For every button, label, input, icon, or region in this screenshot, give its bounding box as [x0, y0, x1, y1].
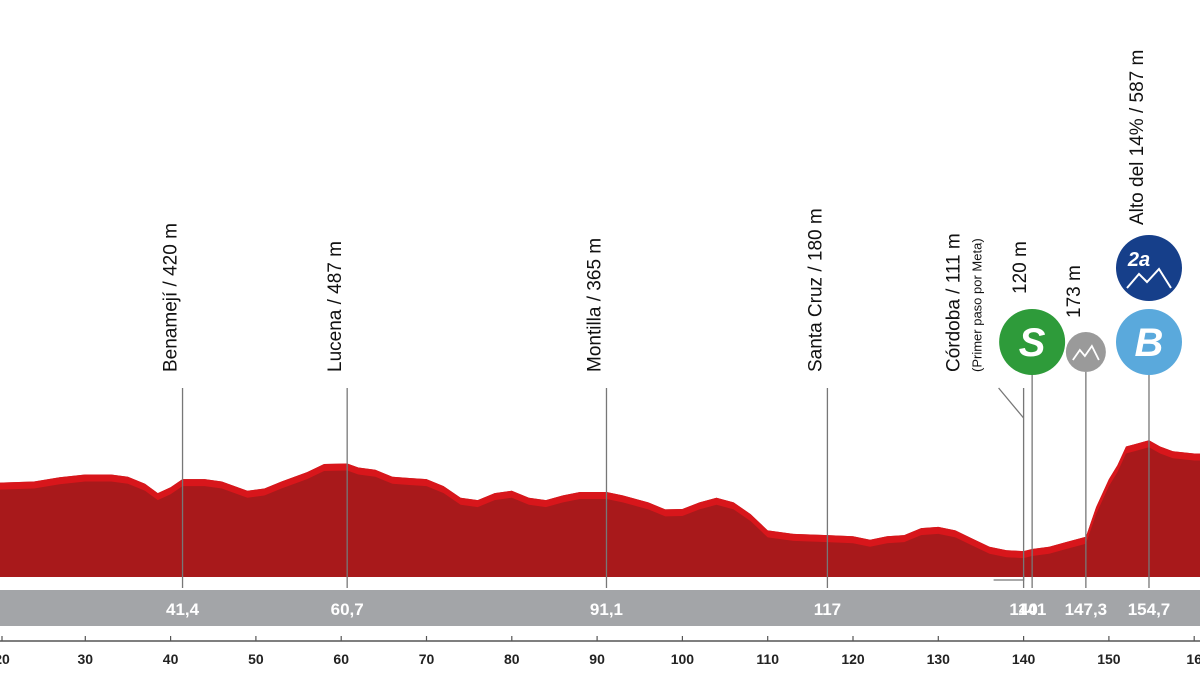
x-tick-label: 30: [78, 651, 94, 667]
x-tick-label: 40: [163, 651, 179, 667]
x-tick-label: 100: [671, 651, 695, 667]
badge-letter: B: [1135, 321, 1164, 365]
mountain-icon: [1126, 267, 1172, 289]
x-tick-label: 150: [1097, 651, 1121, 667]
km-label: 141: [1018, 600, 1046, 619]
x-tick-label: 16: [1186, 651, 1200, 667]
km-label: 41,4: [166, 600, 200, 619]
waypoint-label: Benamejí / 420 m: [161, 223, 182, 372]
km-label: 140: [1009, 600, 1037, 619]
waypoint-label: 120 m: [1010, 241, 1031, 294]
climb-category-label: 2a: [1127, 249, 1150, 271]
elevation-profile: [0, 440, 1200, 579]
waypoint-7: B 2a Alto del 14% / 587 m: [1115, 50, 1182, 588]
waypoint-4: Córdoba / 111 m (Primer paso por Meta): [944, 233, 1025, 588]
x-tick-label: 120: [841, 651, 865, 667]
x-tick-label: 20: [0, 651, 10, 667]
x-tick-label: 50: [248, 651, 264, 667]
waypoint-5: S 120 m: [999, 241, 1066, 588]
leader-line: [998, 387, 1025, 419]
x-tick-label: 110: [756, 651, 779, 667]
x-tick-label: 70: [419, 651, 435, 667]
x-tick-label: 130: [927, 651, 951, 667]
km-label: 117: [814, 600, 841, 619]
km-label: 91,1: [590, 600, 623, 619]
waypoint-label: 173 m: [1064, 265, 1085, 318]
leader-line: [993, 575, 1025, 581]
km-label: 147,3: [1065, 600, 1108, 619]
bonus-badge: [1115, 309, 1182, 375]
waypoint-label: Alto del 14% / 587 m: [1127, 50, 1148, 225]
waypoint-3: Santa Cruz / 180 m: [805, 208, 829, 588]
x-tick-label: 140: [1012, 651, 1036, 667]
checkpoint-badge: [1065, 332, 1106, 372]
waypoint-sublabel: (Primer paso por Meta): [970, 238, 985, 372]
km-label: 60,7: [331, 600, 364, 619]
waypoint-label: Córdoba / 111 m: [944, 233, 965, 372]
x-tick-label: 90: [589, 651, 605, 667]
sprint-badge: [999, 309, 1066, 375]
waypoint-0: Benamejí / 420 m: [161, 223, 184, 588]
waypoint-label: Santa Cruz / 180 m: [805, 208, 826, 372]
waypoint-label: Lucena / 487 m: [325, 241, 346, 372]
profile-area: [0, 440, 1200, 577]
mountain-icon: [1072, 344, 1100, 361]
x-axis-ticks: 20 30 40 50 60 70 80 90 100 110 120 130 140 150 16: [0, 636, 1200, 667]
waypoint-markers: Benamejí / 420 m Lucena / 487 m Montilla /…: [161, 50, 1182, 588]
x-tick-label: 80: [504, 651, 520, 667]
km-band: [0, 590, 1200, 626]
waypoint-6: 173 m: [1064, 265, 1106, 588]
waypoint-1: Lucena / 487 m: [325, 241, 348, 588]
x-tick-label: 60: [333, 651, 349, 667]
km-label: 154,7: [1128, 600, 1171, 619]
waypoint-label: Montilla / 365 m: [584, 238, 605, 372]
climb-category-badge: [1115, 235, 1182, 301]
badge-letter: S: [1019, 321, 1046, 365]
waypoint-2: Montilla / 365 m: [584, 238, 608, 588]
